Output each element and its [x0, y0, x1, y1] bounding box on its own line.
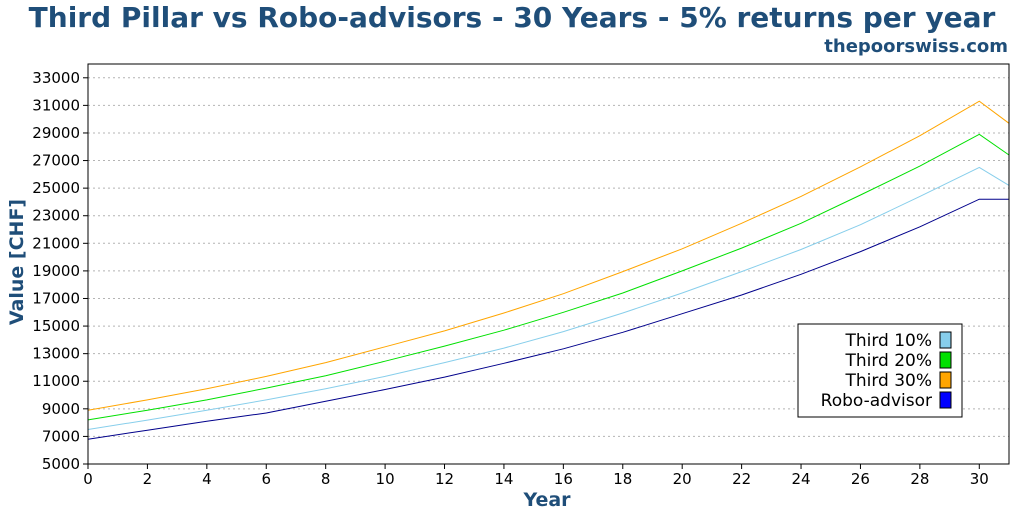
y-tick-label: 15000 [32, 317, 80, 335]
x-tick-label: 22 [732, 470, 751, 488]
x-tick-label: 24 [791, 470, 810, 488]
y-tick-label: 11000 [32, 372, 80, 390]
chart-subtitle: thepoorswiss.com [824, 36, 1008, 57]
legend-label: Robo-advisor [821, 391, 932, 411]
legend-swatch [939, 391, 952, 409]
plot-frame [87, 63, 1010, 465]
y-tick-label: 27000 [32, 152, 80, 170]
y-tick-label: 5000 [42, 455, 80, 473]
x-tick-label: 30 [970, 470, 989, 488]
x-tick-label: 0 [83, 470, 93, 488]
y-axis: 5000 7000 9000 11000 13000 15000 17000 19000 210… [32, 69, 88, 473]
x-tick-label: 18 [613, 470, 632, 488]
x-tick-label: 26 [851, 470, 870, 488]
series-layer [87, 100, 1010, 440]
legend-swatch [939, 351, 952, 369]
x-tick-label: 4 [202, 470, 212, 488]
legend-box [797, 323, 963, 418]
x-tick-label: 20 [673, 470, 692, 488]
x-tick-label: 28 [910, 470, 929, 488]
legend-swatch [939, 371, 952, 389]
y-tick-label: 9000 [42, 400, 80, 418]
x-tick-label: 16 [554, 470, 573, 488]
legend: Third 10%Third 20%Third 30%Robo-advisor [797, 323, 963, 418]
legend-label: Third 20% [844, 351, 932, 371]
x-tick-label: 8 [321, 470, 331, 488]
x-tick-label: 6 [261, 470, 271, 488]
x-axis-label: Year [522, 489, 571, 511]
series-line-third-10- [87, 166, 1010, 430]
x-tick-label: 14 [494, 470, 513, 488]
y-tick-label: 17000 [32, 289, 80, 307]
y-tick-label: 23000 [32, 207, 80, 225]
x-tick-label: 2 [143, 470, 153, 488]
x-axis: 0 2 4 6 8 10 12 14 16 18 20 22 24 26 28 30 [83, 464, 989, 488]
series-line-third-30- [87, 100, 1010, 411]
y-tick-label: 13000 [32, 345, 80, 363]
series-line-third-20- [87, 133, 1010, 421]
series-line-robo-advisor [87, 198, 1009, 440]
y-axis-label: Value [CHF] [6, 199, 28, 325]
y-tick-label: 31000 [32, 96, 80, 114]
y-tick-label: 21000 [32, 234, 80, 252]
x-tick-label: 10 [376, 470, 395, 488]
y-tick-label: 29000 [32, 124, 80, 142]
legend-swatch [939, 331, 952, 349]
chart-title: Third Pillar vs Robo-advisors - 30 Years… [29, 1, 996, 34]
y-tick-label: 25000 [32, 179, 80, 197]
x-tick-label: 12 [435, 470, 454, 488]
y-tick-label: 7000 [42, 427, 80, 445]
legend-label: Third 10% [844, 331, 932, 351]
legend-label: Third 30% [844, 371, 932, 391]
y-tick-label: 19000 [32, 262, 80, 280]
y-tick-label: 33000 [32, 69, 80, 87]
